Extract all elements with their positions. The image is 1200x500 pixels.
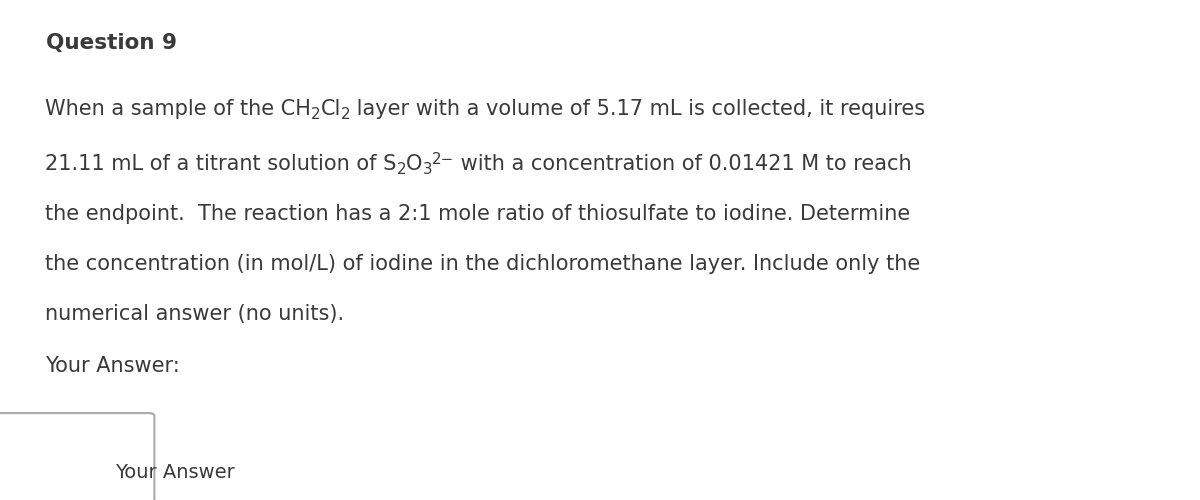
Text: with a concentration of 0.01421 M to reach: with a concentration of 0.01421 M to rea… [454, 154, 912, 174]
Text: the concentration (in mol/L) of iodine in the dichloromethane layer. Include onl: the concentration (in mol/L) of iodine i… [46, 254, 920, 274]
Text: 2: 2 [341, 107, 350, 122]
Text: 2: 2 [396, 162, 406, 177]
Text: 2: 2 [311, 107, 320, 122]
Text: layer with a volume of 5.17 mL is collected, it requires: layer with a volume of 5.17 mL is collec… [350, 99, 925, 119]
FancyBboxPatch shape [0, 413, 155, 500]
Text: Your Answer:: Your Answer: [46, 356, 180, 376]
Text: 3: 3 [422, 162, 432, 177]
Text: 21.11 mL of a titrant solution of S: 21.11 mL of a titrant solution of S [46, 154, 396, 174]
Text: numerical answer (no units).: numerical answer (no units). [46, 304, 344, 324]
Text: Question 9: Question 9 [46, 32, 176, 52]
Text: O: O [406, 154, 422, 174]
Text: When a sample of the CH: When a sample of the CH [46, 99, 311, 119]
Text: 2−: 2− [432, 152, 454, 167]
Text: the endpoint.  The reaction has a 2:1 mole ratio of thiosulfate to iodine. Deter: the endpoint. The reaction has a 2:1 mol… [46, 204, 911, 224]
Text: Your Answer: Your Answer [115, 463, 235, 482]
Text: Cl: Cl [320, 99, 341, 119]
